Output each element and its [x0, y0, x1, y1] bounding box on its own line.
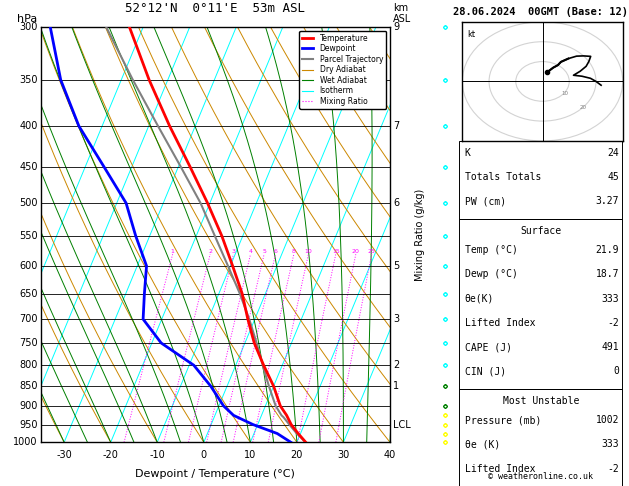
Text: 8: 8 — [292, 249, 296, 254]
Text: 10: 10 — [561, 91, 568, 96]
Text: © weatheronline.co.uk: © weatheronline.co.uk — [489, 472, 593, 481]
Text: 40: 40 — [384, 450, 396, 460]
Text: Dewp (°C): Dewp (°C) — [464, 269, 518, 279]
Text: 52°12'N  0°11'E  53m ASL: 52°12'N 0°11'E 53m ASL — [125, 1, 306, 15]
Text: 4: 4 — [248, 249, 252, 254]
Text: 500: 500 — [19, 198, 38, 208]
Text: CIN (J): CIN (J) — [464, 366, 506, 377]
Text: 7: 7 — [393, 121, 399, 131]
Text: 21.9: 21.9 — [596, 245, 619, 255]
Text: 700: 700 — [19, 314, 38, 324]
Text: 2: 2 — [208, 249, 212, 254]
Legend: Temperature, Dewpoint, Parcel Trajectory, Dry Adiabat, Wet Adiabat, Isotherm, Mi: Temperature, Dewpoint, Parcel Trajectory… — [299, 31, 386, 109]
Text: 20: 20 — [352, 249, 360, 254]
Text: Lifted Index: Lifted Index — [464, 464, 535, 474]
Text: 850: 850 — [19, 381, 38, 391]
Text: 333: 333 — [601, 439, 619, 450]
Text: 0: 0 — [613, 366, 619, 377]
Text: -10: -10 — [149, 450, 165, 460]
Text: 9: 9 — [393, 22, 399, 32]
Text: Surface: Surface — [520, 226, 562, 236]
Text: 45: 45 — [608, 172, 619, 182]
Text: Pressure (mb): Pressure (mb) — [464, 415, 541, 425]
Text: 30: 30 — [337, 450, 350, 460]
Text: 25: 25 — [368, 249, 376, 254]
Text: 750: 750 — [19, 338, 38, 348]
Text: Totals Totals: Totals Totals — [464, 172, 541, 182]
Text: Lifted Index: Lifted Index — [464, 318, 535, 328]
Text: 1: 1 — [393, 381, 399, 391]
Text: kt: kt — [468, 30, 476, 39]
Text: 3: 3 — [231, 249, 235, 254]
Text: 600: 600 — [19, 261, 38, 271]
Text: 15: 15 — [332, 249, 340, 254]
Text: 10: 10 — [304, 249, 312, 254]
Text: km
ASL: km ASL — [393, 3, 411, 24]
Text: 1002: 1002 — [596, 415, 619, 425]
Text: 10: 10 — [244, 450, 257, 460]
Text: 24: 24 — [608, 148, 619, 158]
Text: 800: 800 — [19, 360, 38, 370]
Text: 550: 550 — [19, 231, 38, 241]
Text: 650: 650 — [19, 289, 38, 298]
Text: Mixing Ratio (g/kg): Mixing Ratio (g/kg) — [415, 189, 425, 280]
Text: LCL: LCL — [393, 419, 411, 430]
Text: 400: 400 — [19, 121, 38, 131]
Text: 18.7: 18.7 — [596, 269, 619, 279]
Text: 20: 20 — [291, 450, 303, 460]
Text: θe(K): θe(K) — [464, 294, 494, 304]
Text: 350: 350 — [19, 75, 38, 85]
Text: 3: 3 — [393, 314, 399, 324]
Text: Most Unstable: Most Unstable — [503, 396, 579, 406]
Text: 5: 5 — [262, 249, 266, 254]
Text: -20: -20 — [103, 450, 119, 460]
Text: 5: 5 — [393, 261, 399, 271]
Text: 900: 900 — [19, 401, 38, 411]
Text: -2: -2 — [608, 464, 619, 474]
Text: K: K — [464, 148, 470, 158]
Text: 6: 6 — [393, 198, 399, 208]
Text: Temp (°C): Temp (°C) — [464, 245, 518, 255]
Text: 300: 300 — [19, 22, 38, 32]
Text: 0: 0 — [201, 450, 207, 460]
Text: 20: 20 — [580, 105, 587, 110]
Text: hPa: hPa — [18, 14, 38, 24]
Text: -2: -2 — [608, 318, 619, 328]
Text: Dewpoint / Temperature (°C): Dewpoint / Temperature (°C) — [135, 469, 296, 479]
Text: 3.27: 3.27 — [596, 196, 619, 207]
Text: 950: 950 — [19, 419, 38, 430]
Text: 6: 6 — [274, 249, 277, 254]
Text: 1: 1 — [170, 249, 175, 254]
Text: CAPE (J): CAPE (J) — [464, 342, 511, 352]
Text: θe (K): θe (K) — [464, 439, 500, 450]
Text: 2: 2 — [393, 360, 399, 370]
Text: 28.06.2024  00GMT (Base: 12): 28.06.2024 00GMT (Base: 12) — [454, 7, 628, 17]
Text: -30: -30 — [56, 450, 72, 460]
Text: 1000: 1000 — [13, 437, 38, 447]
Text: PW (cm): PW (cm) — [464, 196, 506, 207]
Text: 333: 333 — [601, 294, 619, 304]
Text: 491: 491 — [601, 342, 619, 352]
Text: 450: 450 — [19, 162, 38, 172]
